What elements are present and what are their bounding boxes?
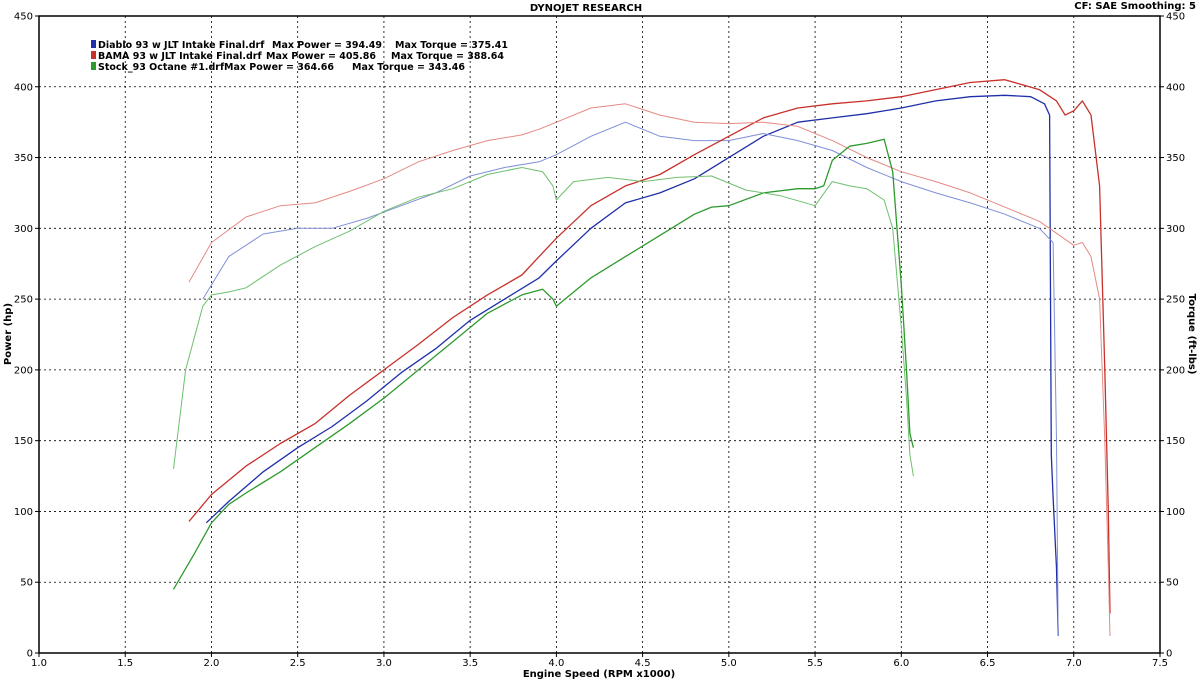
y2-tick-label: 400 [1166, 82, 1185, 93]
x-tick-label: 4.5 [635, 658, 651, 669]
y2-tick-label: 300 [1166, 224, 1185, 235]
y2-axis-label: Torque (ft-lbs) [1186, 294, 1197, 375]
legend-name-0: Diablo 93 w JLT Intake Final.drf [98, 40, 265, 51]
x-tick-label: 7.5 [1152, 658, 1168, 669]
legend-torque-0: Max Torque = 375.41 [395, 40, 508, 51]
x-tick-label: 6.5 [980, 658, 996, 669]
legend-swatch-2 [91, 62, 96, 70]
y2-tick-label: 50 [1166, 578, 1179, 589]
y-tick-label: 50 [20, 578, 33, 589]
y-tick-label: 250 [14, 295, 33, 306]
plot-border [38, 15, 1161, 654]
y2-tick-label: 250 [1166, 295, 1185, 306]
x-tick-label: 2.5 [290, 658, 306, 669]
y2-tick-label: 450 [1166, 12, 1185, 23]
series-line-torque-5 [173, 167, 914, 477]
y2-tick-label: 0 [1166, 649, 1172, 660]
x-tick-label: 4.0 [548, 658, 564, 669]
y-tick-label: 400 [14, 82, 33, 93]
grid [39, 16, 1160, 653]
x-tick-label: 3.5 [462, 658, 478, 669]
chart-title: DYNOJET RESEARCH [530, 3, 642, 14]
y-axis-label: Power (hp) [3, 303, 14, 365]
x-tick-label: 3.0 [376, 658, 392, 669]
y2-tick-label: 150 [1166, 436, 1185, 447]
legend-torque-2: Max Torque = 343.46 [352, 62, 465, 73]
x-tick-label: 1.5 [117, 658, 133, 669]
series-line-torque-1 [202, 121, 1059, 637]
chart-header-right: CF: SAE Smoothing: 5 [1074, 1, 1196, 12]
legend-swatch-1 [91, 51, 96, 59]
legend-torque-1: Max Torque = 388.64 [391, 51, 504, 62]
legend-power-0: Max Power = 394.49 [272, 40, 382, 51]
y2-tick-label: 200 [1166, 365, 1185, 376]
x-tick-label: 2.0 [204, 658, 220, 669]
legend-name-2: Stock_93 Octane #1.drf [98, 62, 225, 73]
series-line-power-4 [172, 138, 915, 590]
x-tick-label: 5.5 [807, 658, 823, 669]
y-tick-label: 200 [14, 365, 33, 376]
x-tick-label: 1.0 [31, 658, 47, 669]
y-tick-label: 300 [14, 224, 33, 235]
y-tick-label: 450 [14, 12, 33, 23]
legend-power-2: Max Power = 364.66 [224, 62, 334, 73]
legend-power-1: Max Power = 405.86 [266, 51, 376, 62]
y-tick-label: 100 [14, 507, 33, 518]
series-line-torque-3 [188, 103, 1111, 637]
y2-tick-label: 100 [1166, 507, 1185, 518]
legend: Diablo 93 w JLT Intake Final.drf Max Pow… [91, 40, 508, 73]
y-tick-label: 350 [14, 153, 33, 164]
series-line-power-2 [188, 79, 1111, 614]
x-tick-label: 5.0 [721, 658, 737, 669]
y-tick-label: 150 [14, 436, 33, 447]
series-group [172, 79, 1111, 637]
x-tick-label: 6.0 [893, 658, 909, 669]
x-tick-label: 7.0 [1066, 658, 1082, 669]
series-line-power-0 [205, 94, 1059, 637]
legend-swatch-0 [91, 40, 96, 48]
y2-tick-label: 350 [1166, 153, 1185, 164]
legend-name-1: BAMA 93 w JLT Intake Final.drf [98, 51, 262, 62]
x-axis-label: Engine Speed (RPM x1000) [523, 669, 675, 679]
ticks: 1.0 1.5 2.0 2.5 3.0 3.5 4.0 4.5 5.0 5.5 6.0 6.5 7.0 7… [14, 12, 1185, 670]
y-tick-label: 0 [27, 649, 33, 660]
